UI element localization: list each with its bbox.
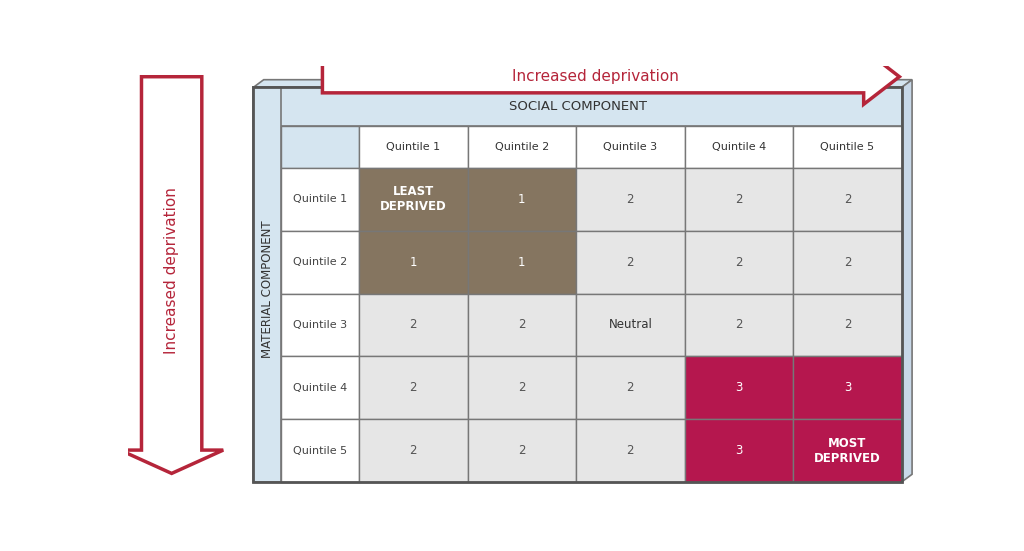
Bar — [794, 294, 902, 356]
Text: Quintile 1: Quintile 1 — [386, 142, 440, 152]
Bar — [468, 168, 577, 231]
Text: 1: 1 — [410, 256, 417, 269]
Bar — [468, 419, 577, 482]
Text: Quintile 2: Quintile 2 — [293, 257, 347, 267]
Text: 2: 2 — [627, 193, 634, 206]
Text: Quintile 5: Quintile 5 — [293, 446, 347, 456]
Bar — [577, 419, 685, 482]
Text: 3: 3 — [735, 381, 742, 394]
Bar — [468, 231, 577, 294]
Bar — [468, 126, 577, 168]
Text: Quintile 5: Quintile 5 — [820, 142, 874, 152]
Text: 2: 2 — [844, 256, 851, 269]
Text: 2: 2 — [410, 444, 417, 457]
Text: Increased deprivation: Increased deprivation — [512, 69, 679, 84]
Bar — [685, 356, 794, 419]
Polygon shape — [253, 80, 912, 88]
Bar — [685, 168, 794, 231]
Bar — [359, 294, 468, 356]
Text: 2: 2 — [735, 318, 742, 331]
Text: 2: 2 — [518, 444, 525, 457]
Bar — [468, 356, 577, 419]
Bar — [282, 231, 359, 294]
Text: MATERIAL COMPONENT: MATERIAL COMPONENT — [261, 220, 273, 358]
Bar — [282, 356, 359, 419]
Text: 2: 2 — [410, 381, 417, 394]
Text: Quintile 3: Quintile 3 — [603, 142, 657, 152]
Text: Quintile 4: Quintile 4 — [712, 142, 766, 152]
Text: 2: 2 — [627, 381, 634, 394]
Bar — [253, 88, 282, 482]
Text: 2: 2 — [735, 193, 742, 206]
Bar — [282, 294, 359, 356]
Polygon shape — [323, 49, 899, 104]
Bar — [685, 294, 794, 356]
Bar — [577, 294, 685, 356]
Bar — [794, 419, 902, 482]
Text: 2: 2 — [627, 444, 634, 457]
Text: 3: 3 — [844, 381, 851, 394]
Bar — [253, 88, 902, 126]
Text: 2: 2 — [627, 256, 634, 269]
Text: 2: 2 — [844, 193, 851, 206]
Text: 2: 2 — [518, 381, 525, 394]
Bar — [685, 419, 794, 482]
Text: 1: 1 — [518, 193, 525, 206]
Text: 2: 2 — [410, 318, 417, 331]
Text: Quintile 4: Quintile 4 — [293, 383, 347, 393]
Bar — [359, 168, 468, 231]
Text: Quintile 1: Quintile 1 — [293, 195, 347, 204]
Polygon shape — [120, 77, 223, 473]
Text: 2: 2 — [735, 256, 742, 269]
Bar — [794, 168, 902, 231]
Bar — [577, 126, 685, 168]
Text: 1: 1 — [518, 256, 525, 269]
Bar — [794, 356, 902, 419]
Bar — [253, 88, 902, 482]
Text: Quintile 2: Quintile 2 — [495, 142, 549, 152]
Bar — [577, 168, 685, 231]
Bar — [282, 168, 359, 231]
Text: SOCIAL COMPONENT: SOCIAL COMPONENT — [509, 100, 646, 113]
Bar — [359, 419, 468, 482]
Text: MOST
DEPRIVED: MOST DEPRIVED — [814, 436, 881, 464]
Bar — [468, 294, 577, 356]
Bar — [794, 231, 902, 294]
Text: 2: 2 — [844, 318, 851, 331]
Bar — [282, 419, 359, 482]
Text: Increased deprivation: Increased deprivation — [164, 187, 179, 354]
Bar — [577, 231, 685, 294]
Bar — [359, 231, 468, 294]
Text: Neutral: Neutral — [608, 318, 652, 331]
Polygon shape — [902, 80, 912, 482]
Bar — [685, 126, 794, 168]
Text: 2: 2 — [518, 318, 525, 331]
Bar — [577, 356, 685, 419]
Text: Quintile 3: Quintile 3 — [293, 320, 347, 330]
Bar — [794, 126, 902, 168]
Bar — [359, 126, 468, 168]
Text: 3: 3 — [735, 444, 742, 457]
Bar — [359, 356, 468, 419]
Text: LEAST
DEPRIVED: LEAST DEPRIVED — [380, 185, 446, 213]
Bar — [685, 231, 794, 294]
Bar — [282, 126, 359, 168]
